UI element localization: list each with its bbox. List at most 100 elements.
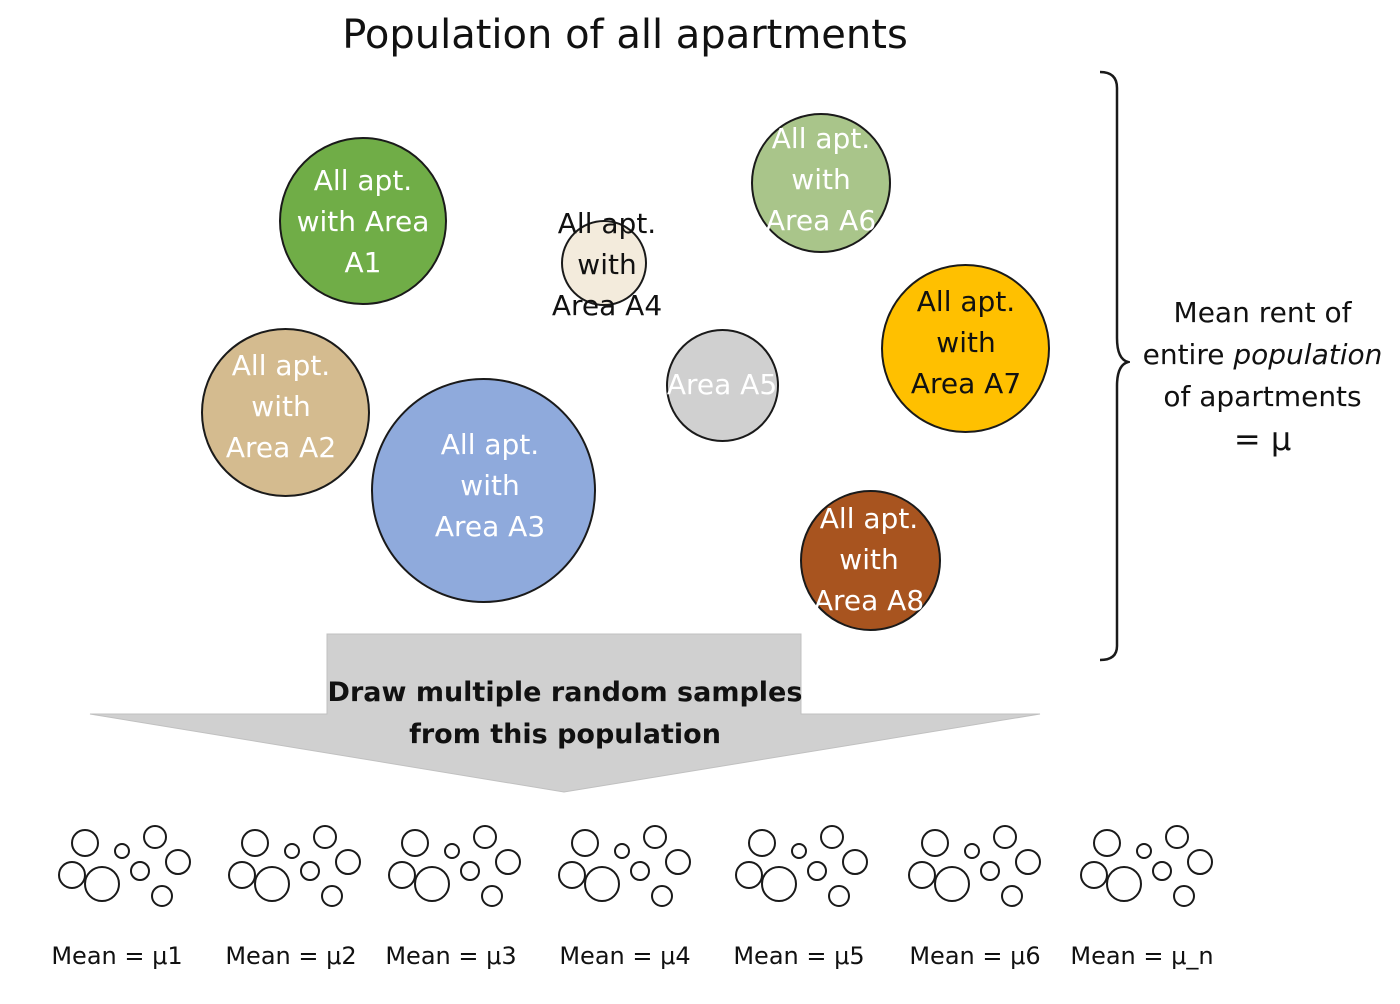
population-mean-line-2: entire population xyxy=(1130,334,1395,376)
area-a8-line-3: Area A8 xyxy=(813,584,925,617)
area-a7-bubble xyxy=(881,264,1050,433)
sample-2-circle-2 xyxy=(284,843,300,859)
population-mean-line-1: Mean rent of xyxy=(1173,296,1352,329)
sample-1-circle-1 xyxy=(71,829,99,857)
sample-2-mean-label: Mean = μ2 xyxy=(225,942,357,970)
sample-5-mean-label: Mean = μ5 xyxy=(733,942,865,970)
sample-6-circle-6 xyxy=(934,866,970,902)
sample-4-circle-5 xyxy=(558,861,586,889)
area-a1-label: All apt. with Area A1 xyxy=(263,160,463,283)
sample-5-circle-4 xyxy=(842,849,868,875)
sample-3-circle-5 xyxy=(388,861,416,889)
area-a8-line-2: with xyxy=(839,543,899,576)
area-a4-bubble xyxy=(561,220,647,306)
sample-6-circle-3 xyxy=(993,825,1017,849)
sample-2-circle-4 xyxy=(335,849,361,875)
sample-7-circle-6 xyxy=(1106,866,1142,902)
sample-6-mean-label: Mean = μ6 xyxy=(909,942,1041,970)
sample-1-mean-label: Mean = μ1 xyxy=(51,942,183,970)
sample-2-circle-5 xyxy=(228,861,256,889)
area-a5-bubble xyxy=(666,329,779,442)
area-a3-line-1: All apt. xyxy=(440,428,540,461)
area-a4-line-3: Area A4 xyxy=(551,289,663,322)
area-a6-line-3: Area A6 xyxy=(765,204,877,237)
area-a7-line-1: All apt. xyxy=(916,285,1016,318)
sample-7-circle-5 xyxy=(1080,861,1108,889)
population-mean-line-3: of apartments xyxy=(1163,380,1362,413)
area-a8-label: All apt. with Area A8 xyxy=(769,498,969,621)
sampling-arrow-line-2: from this population xyxy=(409,719,721,750)
sample-n-mean-label: Mean = μ_n xyxy=(1070,942,1214,970)
sample-3-circle-8 xyxy=(481,885,503,907)
sample-5-circle-3 xyxy=(820,825,844,849)
sample-4-circle-1 xyxy=(571,829,599,857)
area-a3-bubble xyxy=(371,378,596,603)
sample-5-circle-8 xyxy=(828,885,850,907)
area-a3-line-2: with xyxy=(460,469,520,502)
sample-7-circle-3 xyxy=(1165,825,1189,849)
area-a8-bubble xyxy=(800,490,941,631)
population-brace xyxy=(1099,70,1130,662)
sample-3-circle-7 xyxy=(460,861,480,881)
area-a7-label: All apt. with Area A7 xyxy=(866,281,1066,404)
sample-2-circle-7 xyxy=(300,861,320,881)
area-a1-line-1: All apt. xyxy=(313,164,413,197)
sample-4-circle-2 xyxy=(614,843,630,859)
area-a2-line-1: All apt. xyxy=(231,349,331,382)
sample-6-circle-5 xyxy=(908,861,936,889)
area-a6-line-2: with xyxy=(791,163,851,196)
area-a6-bubble xyxy=(751,113,891,253)
area-a3-label: All apt. with Area A3 xyxy=(390,424,590,547)
sample-5-circle-5 xyxy=(735,861,763,889)
sample-4-circle-7 xyxy=(630,861,650,881)
sample-7-circle-4 xyxy=(1187,849,1213,875)
sample-4-mean-label: Mean = μ4 xyxy=(559,942,691,970)
sample-6-circle-4 xyxy=(1015,849,1041,875)
sample-1-circle-5 xyxy=(58,861,86,889)
area-a7-line-2: with xyxy=(936,326,996,359)
area-a5-label: Area A5 xyxy=(622,364,822,405)
sample-4-circle-3 xyxy=(643,825,667,849)
sample-6-circle-7 xyxy=(980,861,1000,881)
population-mean-emphasis: population xyxy=(1233,338,1383,371)
sample-2-circle-3 xyxy=(313,825,337,849)
sample-4-circle-8 xyxy=(651,885,673,907)
sample-2-circle-8 xyxy=(321,885,343,907)
sample-3-circle-1 xyxy=(401,829,429,857)
sample-5-circle-7 xyxy=(807,861,827,881)
sample-3-circle-6 xyxy=(414,866,450,902)
sample-1-circle-8 xyxy=(151,885,173,907)
sample-6-circle-1 xyxy=(921,829,949,857)
sampling-arrow-line-1: Draw multiple random samples xyxy=(327,677,803,708)
area-a1-line-3: A1 xyxy=(344,246,382,279)
area-a2-line-3: Area A2 xyxy=(225,431,337,464)
population-mean-symbol: = μ xyxy=(1233,420,1292,458)
sample-1-circle-4 xyxy=(165,849,191,875)
sample-4-circle-6 xyxy=(584,866,620,902)
area-a6-label: All apt. with Area A6 xyxy=(721,118,921,241)
sample-4-circle-4 xyxy=(665,849,691,875)
area-a7-line-3: Area A7 xyxy=(910,367,1022,400)
sample-7-circle-2 xyxy=(1136,843,1152,859)
sample-5-circle-1 xyxy=(748,829,776,857)
population-mean-line-2-prefix: entire xyxy=(1142,338,1234,371)
sample-5-circle-2 xyxy=(791,843,807,859)
area-a4-line-2: with xyxy=(577,248,637,281)
area-a2-line-2: with xyxy=(251,390,311,423)
population-mean-label: Mean rent of entire population of apartm… xyxy=(1130,292,1395,460)
sample-6-circle-2 xyxy=(964,843,980,859)
area-a8-line-1: All apt. xyxy=(819,502,919,535)
sample-5-circle-6 xyxy=(761,866,797,902)
area-a2-label: All apt. with Area A2 xyxy=(181,345,381,468)
sample-3-mean-label: Mean = μ3 xyxy=(385,942,517,970)
area-a2-bubble xyxy=(201,328,370,497)
area-a3-line-3: Area A3 xyxy=(434,510,546,543)
sample-3-circle-3 xyxy=(473,825,497,849)
sample-3-circle-4 xyxy=(495,849,521,875)
diagram-title: Population of all apartments xyxy=(342,12,908,58)
area-a4-label: All apt. with Area A4 xyxy=(507,203,707,326)
sample-6-circle-8 xyxy=(1001,885,1023,907)
sample-2-circle-1 xyxy=(241,829,269,857)
sample-1-circle-6 xyxy=(84,866,120,902)
